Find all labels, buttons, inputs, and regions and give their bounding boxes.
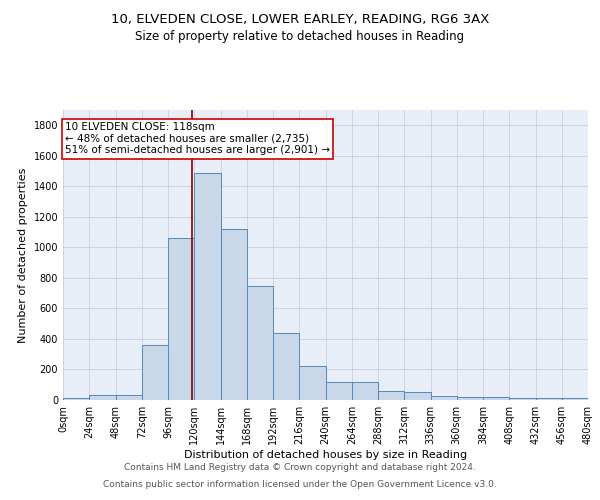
Y-axis label: Number of detached properties: Number of detached properties <box>18 168 28 342</box>
Bar <box>483 397 509 400</box>
Bar <box>247 286 273 400</box>
Bar <box>325 382 352 400</box>
Bar <box>457 397 483 400</box>
Text: 10 ELVEDEN CLOSE: 118sqm
← 48% of detached houses are smaller (2,735)
51% of sem: 10 ELVEDEN CLOSE: 118sqm ← 48% of detach… <box>65 122 330 156</box>
Bar <box>352 382 378 400</box>
X-axis label: Distribution of detached houses by size in Reading: Distribution of detached houses by size … <box>184 450 467 460</box>
Text: Size of property relative to detached houses in Reading: Size of property relative to detached ho… <box>136 30 464 43</box>
Bar <box>509 398 536 400</box>
Bar <box>404 392 431 400</box>
Bar <box>89 396 115 400</box>
Text: Contains public sector information licensed under the Open Government Licence v3: Contains public sector information licen… <box>103 480 497 489</box>
Bar <box>536 398 562 400</box>
Bar <box>378 391 404 400</box>
Bar <box>299 366 325 400</box>
Bar <box>63 398 89 400</box>
Bar <box>221 229 247 400</box>
Bar <box>273 333 299 400</box>
Bar <box>142 345 168 400</box>
Text: Contains HM Land Registry data © Crown copyright and database right 2024.: Contains HM Land Registry data © Crown c… <box>124 464 476 472</box>
Bar <box>115 396 142 400</box>
Bar <box>431 396 457 400</box>
Bar <box>194 172 221 400</box>
Bar <box>562 398 588 400</box>
Bar <box>168 238 194 400</box>
Text: 10, ELVEDEN CLOSE, LOWER EARLEY, READING, RG6 3AX: 10, ELVEDEN CLOSE, LOWER EARLEY, READING… <box>111 12 489 26</box>
